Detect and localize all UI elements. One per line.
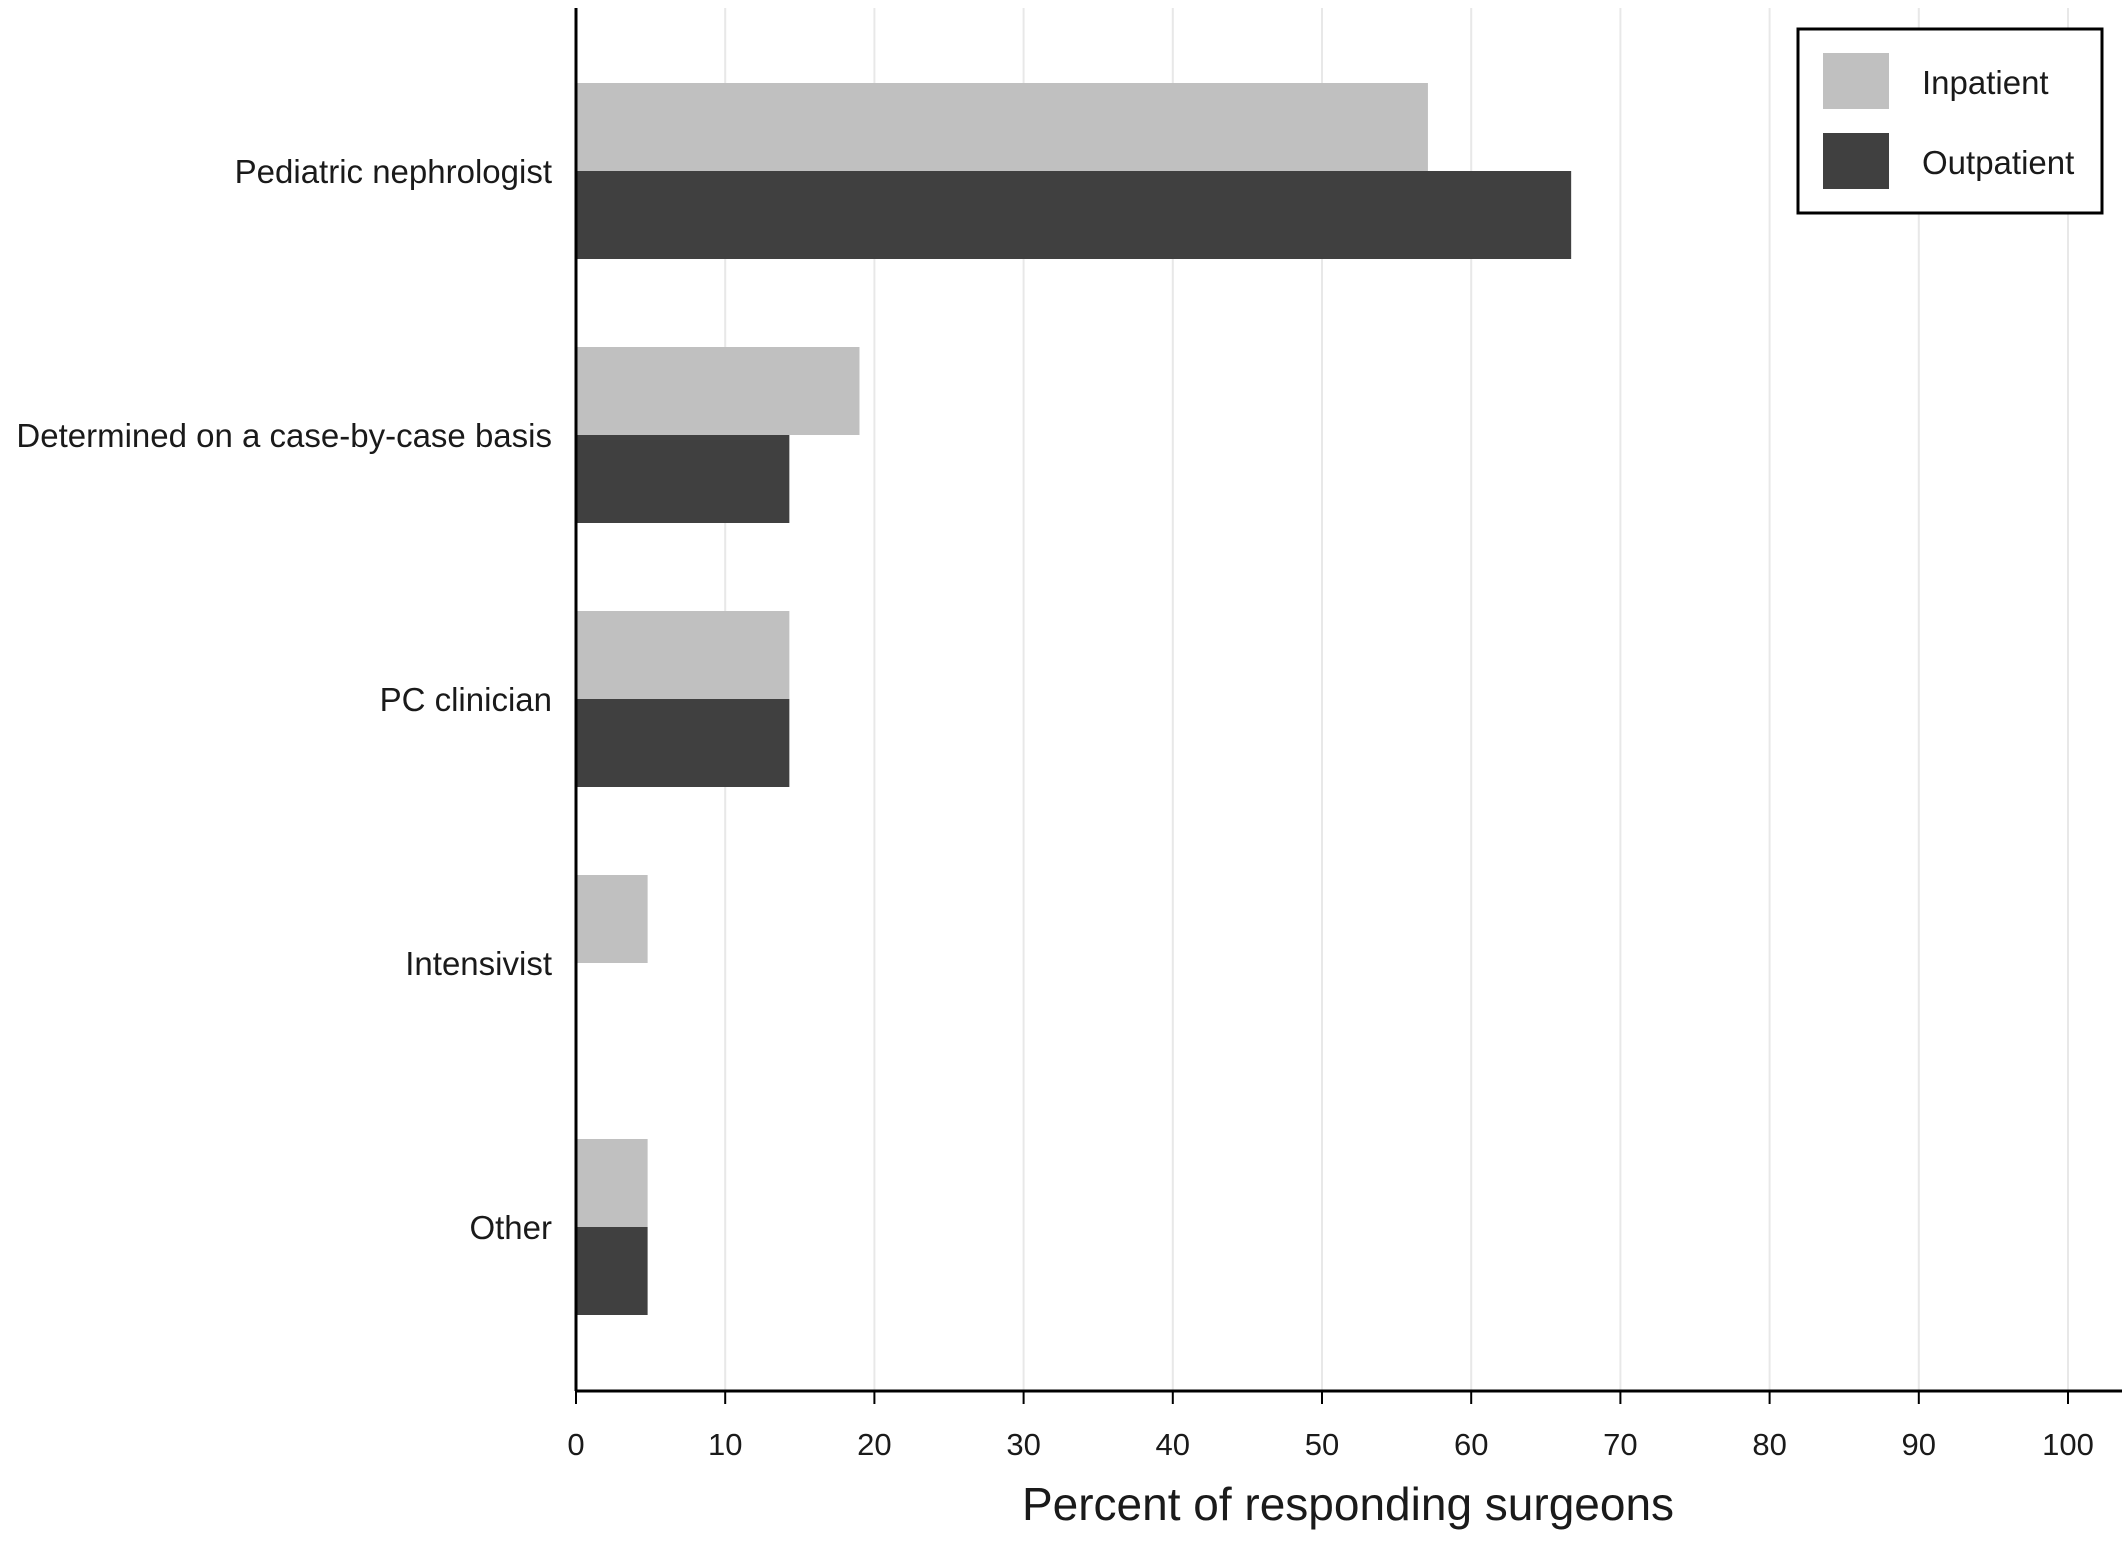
bars (576, 83, 1572, 1315)
bar-outpatient-pediatric-nephrologist (576, 171, 1572, 259)
category-label: PC clinician (380, 681, 552, 718)
bar-inpatient-pc-clinician (576, 611, 790, 699)
category-label: Other (469, 1209, 552, 1246)
legend-label-inpatient: Inpatient (1922, 64, 2049, 101)
x-axis-title: Percent of responding surgeons (1022, 1478, 1674, 1530)
category-label: Pediatric nephrologist (235, 153, 552, 190)
legend-swatch-inpatient (1823, 53, 1889, 109)
category-label: Determined on a case-by-case basis (16, 417, 552, 454)
bar-inpatient-determined-on-a-case-by-case-basis (576, 347, 860, 435)
x-tick-label: 100 (2042, 1427, 2094, 1462)
x-tick-label: 60 (1454, 1427, 1488, 1462)
x-tick-label: 50 (1305, 1427, 1339, 1462)
bar-inpatient-pediatric-nephrologist (576, 83, 1428, 171)
legend: Inpatient Outpatient (1796, 27, 2104, 215)
legend-label-outpatient: Outpatient (1922, 144, 2074, 181)
x-tick-label: 40 (1156, 1427, 1190, 1462)
bar-inpatient-intensivist (576, 875, 648, 963)
x-tick-label: 30 (1006, 1427, 1040, 1462)
bar-inpatient-other (576, 1139, 648, 1227)
axes (574, 8, 2122, 1393)
x-tick-label: 0 (567, 1427, 584, 1462)
bar-outpatient-pc-clinician (576, 699, 790, 787)
category-labels: Pediatric nephrologist Determined on a ca… (16, 153, 552, 1246)
x-tick-label: 80 (1752, 1427, 1786, 1462)
x-tick-label: 10 (708, 1427, 742, 1462)
legend-swatch-outpatient (1823, 133, 1889, 189)
category-label: Intensivist (405, 945, 552, 982)
x-tick-label: 90 (1902, 1427, 1936, 1462)
x-tick-label: 20 (857, 1427, 891, 1462)
x-tick-label: 70 (1603, 1427, 1637, 1462)
bar-outpatient-determined-on-a-case-by-case-basis (576, 435, 790, 523)
x-ticks: 0 10 20 30 40 50 60 70 80 90 100 (567, 1391, 2094, 1462)
bar-outpatient-other (576, 1227, 648, 1315)
